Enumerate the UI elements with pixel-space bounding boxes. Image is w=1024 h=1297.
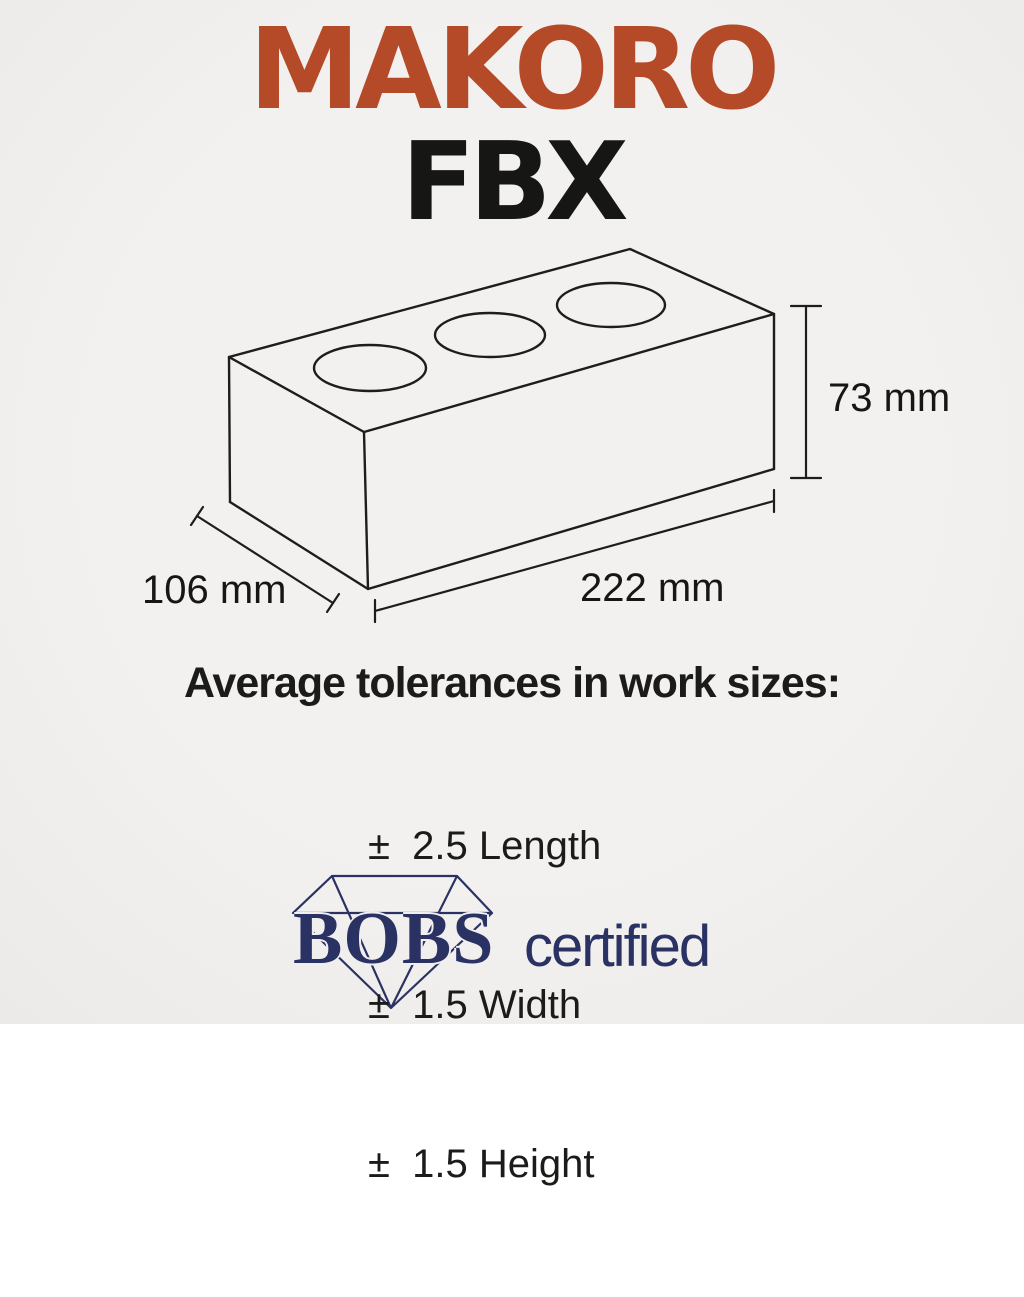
tolerance-length: ± 2.5 Length bbox=[368, 824, 602, 868]
tolerances-heading: Average tolerances in work sizes: bbox=[183, 659, 841, 707]
brick-infographic: MAKORO FBX bbox=[0, 0, 1024, 1186]
height-dimension-line bbox=[789, 304, 823, 480]
certification-label: certified bbox=[524, 914, 711, 979]
tolerances-list: ± 2.5 Length ± 1.5 Width ± 1.5 Height bbox=[368, 714, 601, 1297]
brick-outline bbox=[227, 247, 776, 591]
model-title: FBX bbox=[401, 120, 628, 245]
tolerance-height: ± 1.5 Height bbox=[368, 1142, 595, 1186]
brick-holes bbox=[312, 281, 667, 393]
width-dimension-line bbox=[189, 505, 341, 614]
tolerance-width: ± 1.5 Width bbox=[368, 983, 582, 1027]
length-dimension-line bbox=[373, 488, 776, 624]
technical-drawing bbox=[189, 247, 823, 1010]
length-dimension-label: 222 mm bbox=[580, 566, 725, 610]
height-dimension-label: 73 mm bbox=[828, 376, 951, 420]
certification-brand: BOBS bbox=[293, 898, 495, 980]
diamond-icon bbox=[291, 874, 494, 1010]
width-dimension-label: 106 mm bbox=[142, 568, 287, 612]
brand-title: MAKORO bbox=[248, 5, 781, 135]
